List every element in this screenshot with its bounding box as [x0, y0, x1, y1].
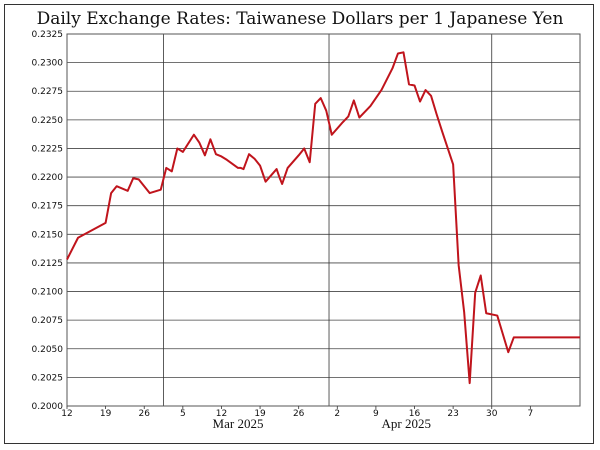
y-tick-label: 0.2100	[32, 288, 64, 298]
x-tick-label: 7	[527, 409, 533, 419]
x-tick-label: 19	[100, 409, 112, 419]
x-tick-label: 5	[180, 409, 186, 419]
y-tick-label: 0.2050	[32, 345, 64, 355]
y-tick-label: 0.2250	[32, 116, 64, 126]
x-tick-label: 12	[216, 409, 227, 419]
y-axis-ticks: 0.2000 0.2025 0.2050 0.2075 0.2100 0.2125 0.21…	[32, 30, 64, 412]
y-tick-label: 0.2125	[32, 259, 64, 269]
y-tick-label: 0.2175	[32, 202, 64, 212]
y-tick-label: 0.2025	[32, 373, 64, 383]
y-tick-label: 0.2150	[32, 230, 64, 240]
y-tick-label: 0.2325	[32, 30, 64, 40]
chart-title: Daily Exchange Rates: Taiwanese Dollars …	[36, 9, 564, 29]
y-tick-label: 0.2275	[32, 87, 64, 97]
y-tick-label: 0.2300	[32, 59, 64, 69]
y-tick-label: 0.2225	[32, 144, 64, 154]
series-layer	[66, 51, 580, 385]
x-tick-label: 19	[254, 409, 266, 419]
y-tick-label: 0.2075	[32, 316, 64, 326]
x-tick-label: 2	[334, 409, 340, 419]
plot-area-border	[66, 33, 581, 407]
chart-gridlines	[67, 33, 580, 407]
x-tick-label: 26	[293, 409, 305, 419]
month-label: Mar 2025	[213, 416, 264, 431]
y-tick-label: 0.2200	[32, 173, 64, 183]
month-label: Apr 2025	[382, 416, 431, 431]
series-line-0	[66, 51, 580, 385]
x-tick-label: 23	[447, 409, 458, 419]
x-tick-label: 9	[373, 409, 379, 419]
month-labels: Mar 2025 Apr 2025	[213, 416, 431, 431]
x-axis-ticks: 12 19 26 5 12 19 26 2 9 16 23 30 7	[61, 406, 533, 419]
x-tick-label: 30	[486, 409, 498, 419]
x-tick-label: 12	[61, 409, 72, 419]
month-separator-lines	[163, 34, 493, 406]
x-tick-label: 16	[409, 409, 421, 419]
y-tick-label: 0.2000	[32, 402, 64, 412]
x-tick-label: 26	[138, 409, 150, 419]
